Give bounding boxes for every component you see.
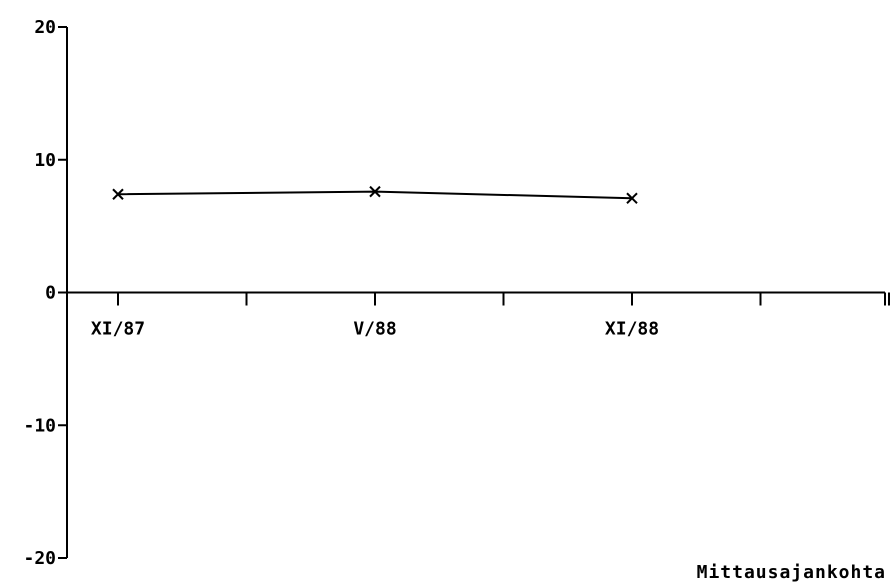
series (112, 185, 638, 204)
marker-stroke (112, 188, 124, 200)
y-tick-label: 10 (34, 150, 56, 171)
x-tick-label: XI/87 (91, 319, 145, 340)
data-point-marker (369, 185, 381, 198)
y-tick-label: 0 (45, 283, 56, 304)
marker-stroke (369, 185, 381, 198)
data-point-marker (626, 192, 638, 204)
y-tick-label: -10 (23, 415, 56, 436)
data-point-marker (112, 188, 124, 200)
x-tick-label: XI/88 (605, 319, 659, 340)
x-axis: XI/87 V/88 XI/88 (67, 291, 890, 340)
y-axis: 20 10 0 -10 -20 (23, 17, 68, 569)
x-tick-label: V/88 (353, 319, 396, 340)
x-axis-title: Mittausajankohta (697, 562, 886, 583)
y-tick-label: 20 (34, 17, 56, 38)
y-tick-label: -20 (23, 548, 56, 569)
marker-stroke (626, 192, 638, 204)
